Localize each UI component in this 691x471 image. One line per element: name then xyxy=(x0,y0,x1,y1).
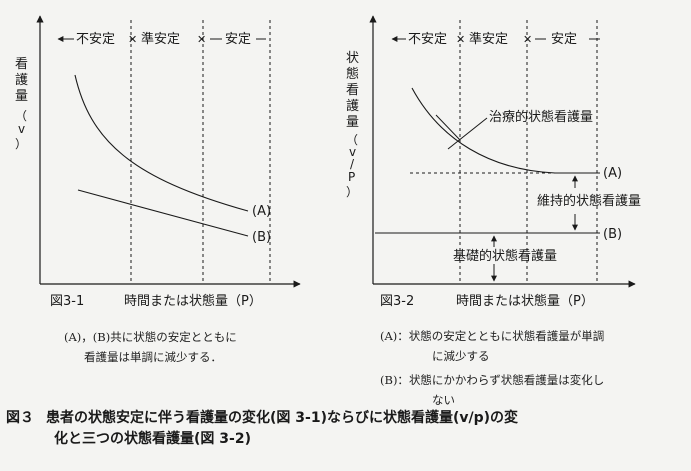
fig2-stage-unstable: 不安定 xyxy=(408,32,447,47)
fig1-curve-b-label: (B) xyxy=(252,230,271,245)
fig2-label-b: (B) xyxy=(603,227,622,242)
fig1-y-label-2: 護 xyxy=(15,72,28,88)
fig2-y-label-4: 護 xyxy=(346,98,359,114)
fig1-y-label-1: 看 xyxy=(15,56,28,72)
fig1-stage-unstable: 不安定 xyxy=(76,32,115,47)
fig1-y-label-6: ） xyxy=(15,137,27,151)
fig2-y-label-2: 態 xyxy=(346,66,359,82)
fig2-y-label-9: P xyxy=(348,170,355,184)
fig2-note-a-head: (A)： xyxy=(380,329,409,343)
fig2-y-label-5: 量 xyxy=(346,115,359,130)
fig1-x-label: 時間または状態量（P） xyxy=(124,293,262,309)
figure-3-1: 不安定 ✕ 準安定 ✕ 安定 看 護 量 （ v ） (A) (B) 図3-1 … xyxy=(15,15,301,309)
fig2-note-b-line-1: 状態にかかわらず状態看護量は変化し xyxy=(408,373,605,387)
fig2-stage-stable: 安定 xyxy=(551,32,577,47)
fig2-note-b-line-2: ない xyxy=(432,393,455,407)
fig2-label-a: (A) xyxy=(603,166,622,181)
fig2-basic-label: 基礎的状態看護量 xyxy=(453,248,557,264)
fig2-y-label-3: 看 xyxy=(346,82,359,98)
fig1-note: (A)，(B)共に状態の安定とともに 看護量は単調に減少する． xyxy=(64,327,324,367)
fig2-sub-label: 図3-2 xyxy=(380,294,414,309)
fig1-stage-sep-2: ✕ xyxy=(197,33,206,46)
caption-number: 図３ xyxy=(6,410,34,426)
fig1-sub-label: 図3-1 xyxy=(50,294,84,309)
fig2-y-label-7: v xyxy=(349,145,356,159)
figure-caption: 図３ 患者の状態安定に伴う看護量の変化(図 3-1)ならびに状態看護量(v/p)の… xyxy=(6,408,686,450)
caption-line-2: 化と三つの状態看護量(図 3-2) xyxy=(54,431,251,447)
fig2-therapeutic-pointer-cross xyxy=(435,114,461,141)
fig2-stage-sep-2: ✕ xyxy=(523,33,532,46)
fig1-curve-a-label: (A) xyxy=(252,204,271,219)
fig2-curve-a xyxy=(411,87,600,174)
fig1-y-label-4: （ xyxy=(15,109,27,123)
fig2-y-label-10: ） xyxy=(346,185,358,199)
fig2-note-a-line-2: に減少する xyxy=(432,349,490,363)
fig2-y-label-1: 状 xyxy=(346,51,359,66)
fig1-y-label-3: 量 xyxy=(15,89,28,104)
fig1-stage-sep-1: ✕ xyxy=(128,33,137,46)
fig1-line-b xyxy=(77,189,249,237)
fig2-note: (A)：状態の安定とともに状態看護量が単調 に減少する (B)：状態にかかわらず… xyxy=(380,326,680,410)
fig2-stage-sep-1: ✕ xyxy=(456,33,465,46)
fig2-note-a-line-1: 状態の安定とともに状態看護量が単調 xyxy=(408,329,605,343)
fig1-stage-semistable: 準安定 xyxy=(141,31,180,47)
fig2-therapeutic-label: 治療的状態看護量 xyxy=(489,109,593,125)
fig1-curve-a xyxy=(74,74,249,212)
caption-line-1: 患者の状態安定に伴う看護量の変化(図 3-1)ならびに状態看護量(v/p)の変 xyxy=(46,410,519,426)
fig2-stage-semistable: 準安定 xyxy=(469,31,508,47)
fig2-note-b-head: (B)： xyxy=(380,373,409,387)
fig1-note-line-2: 看護量は単調に減少する． xyxy=(84,350,222,364)
fig2-y-label-6: （ xyxy=(346,133,358,147)
fig1-y-label-5: v xyxy=(18,122,25,136)
fig2-x-label: 時間または状態量（P） xyxy=(456,293,594,309)
fig1-note-line-1: (A)，(B)共に状態の安定とともに xyxy=(64,330,237,344)
fig2-therapeutic-pointer xyxy=(447,117,488,150)
figure-3-2: 不安定 ✕ 準安定 ✕ 安定 状 態 看 護 量 （ v / P ） (A) (… xyxy=(346,15,641,309)
fig1-stage-stable: 安定 xyxy=(225,32,251,47)
fig2-y-label-8: / xyxy=(350,157,355,171)
fig2-maintenance-label: 維持的状態看護量 xyxy=(537,193,641,209)
